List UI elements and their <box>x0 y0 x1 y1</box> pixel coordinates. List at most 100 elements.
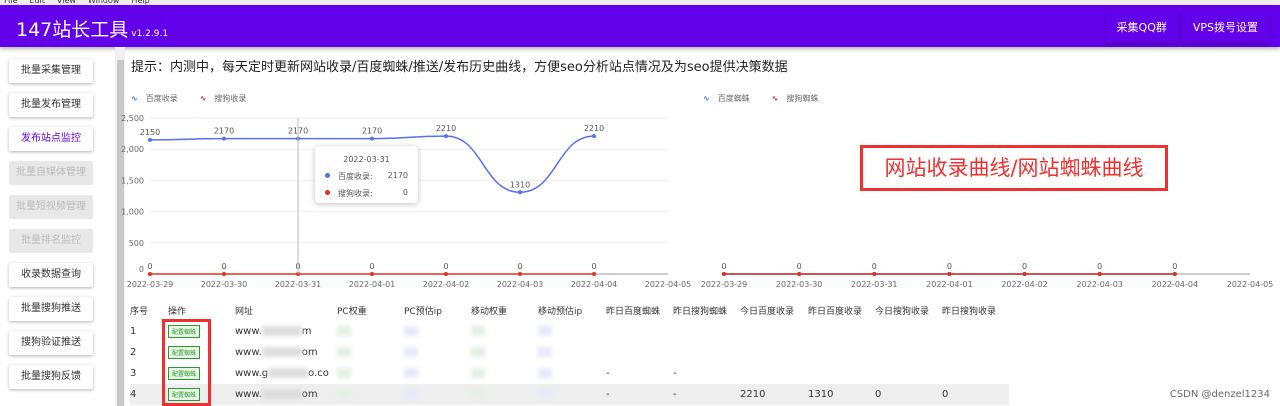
column-header[interactable]: 昨日搜狗蜘蛛 <box>673 307 728 317</box>
redacted <box>261 389 302 399</box>
data-point <box>222 136 226 141</box>
menu-window[interactable]: Window <box>87 0 120 5</box>
menu-help[interactable]: Help <box>131 0 150 5</box>
table-cell <box>606 342 673 363</box>
data-point <box>1172 272 1177 276</box>
sidebar-item[interactable]: 收录数据查询 <box>9 263 93 287</box>
data-label: 2210 <box>584 124 604 133</box>
table-cell <box>875 342 942 363</box>
configure-spider-button[interactable]: 配置蜘蛛 <box>168 346 201 359</box>
menu-bar: File Edit View Window Help <box>0 0 1280 5</box>
legend-item-sogou-index[interactable]: ∿ 搜狗收录 <box>199 94 247 103</box>
legend-chart1[interactable]: ∿ 百度收录 ∿ 搜狗收录 <box>131 93 246 104</box>
site-url[interactable]: www. om <box>235 384 337 405</box>
site-url[interactable]: www. om <box>235 347 318 358</box>
table-header: 序号 操作 网址 PC权重 PC预估ip 移动权重 移动预估ip 昨日百度蜘蛛 昨日搜狗蜘蛛 今日… <box>130 300 1009 321</box>
menu-edit[interactable]: Edit <box>29 0 45 5</box>
sidebar-item[interactable]: 批量搜狗反馈 <box>9 365 93 389</box>
column-header[interactable]: 移动权重 <box>471 307 508 317</box>
column-header[interactable]: PC预估ip <box>404 307 442 317</box>
hint-text: 提示：内测中，每天定时更新网站收录/百度蜘蛛/推送/发布历史曲线，方便seo分析… <box>131 60 788 75</box>
legend-item-baidu-spider[interactable]: ∿ 百度蜘蛛 <box>703 94 750 103</box>
data-label: 0 <box>947 262 952 271</box>
table-row[interactable]: 1 配置蜘蛛 www. m <box>130 321 1009 342</box>
data-label: 2150 <box>140 128 160 137</box>
app-version: v1.2.9.1 <box>131 29 169 39</box>
data-point <box>222 272 226 276</box>
table-cell <box>673 342 740 363</box>
table-cell <box>471 342 538 363</box>
configure-spider-button[interactable]: 配置蜘蛛 <box>168 367 201 380</box>
sidebar-item[interactable]: 批量采集管理 <box>9 59 93 83</box>
data-label: 0 <box>147 262 152 271</box>
site-url[interactable]: www.g o.co <box>235 368 329 379</box>
header-actions: 采集QQ群 VPS拨号设置 <box>1105 13 1269 43</box>
x-tick-label: 2022-04-05 <box>645 280 692 289</box>
x-tick-label: 2022-04-03 <box>1076 280 1123 289</box>
table-cell <box>942 363 1009 384</box>
table-cell: - <box>673 368 677 379</box>
data-label: 0 <box>1022 262 1027 271</box>
x-tick-label: 2022-03-31 <box>275 280 322 289</box>
legend-item-sogou-spider[interactable]: ∿ 搜狗蜘蛛 <box>771 94 819 103</box>
tooltip-date: 2022-03-31 <box>343 155 390 164</box>
row-number: 3 <box>130 368 137 379</box>
legend-item-baidu-index[interactable]: ∿ 百度收录 <box>131 94 178 103</box>
table-cell <box>337 384 404 405</box>
x-tick-label: 2022-04-02 <box>423 280 470 289</box>
data-label: 0 <box>1097 262 1102 271</box>
configure-spider-button[interactable]: 配置蜘蛛 <box>168 325 201 338</box>
table-cell <box>538 342 606 363</box>
table-row[interactable]: 4 配置蜘蛛 www. om - -2210 1310 0 0 <box>130 384 1009 405</box>
tooltip-row: 百度收录: 2170 <box>325 171 408 182</box>
table-row[interactable]: 3 配置蜘蛛 www.g o.co - - <box>130 363 1009 384</box>
column-header[interactable]: 昨日百度收录 <box>808 307 863 317</box>
column-header[interactable]: 移动预估ip <box>538 307 583 317</box>
table-cell: 2210 <box>740 384 808 405</box>
app-title: 147站长工具 v1.2.9.1 <box>16 15 168 42</box>
scrollbar-thumb[interactable] <box>117 60 124 406</box>
table-cell <box>808 363 875 384</box>
vps-dial-settings-button[interactable]: VPS拨号设置 <box>1181 13 1269 43</box>
sidebar-item[interactable]: 发布站点监控 <box>9 127 93 151</box>
table-cell <box>404 363 471 384</box>
data-label: 1310 <box>510 180 530 189</box>
y-tick-label: 500 <box>129 239 144 248</box>
highlight-box <box>162 319 211 406</box>
site-url[interactable]: www. m <box>235 326 312 337</box>
column-header[interactable]: 昨日搜狗收录 <box>942 307 997 317</box>
y-tick-label: 2,500 <box>121 114 144 123</box>
column-header[interactable]: 今日搜狗收录 <box>875 307 930 317</box>
sidebar-item[interactable]: 批量发布管理 <box>9 93 93 117</box>
table-cell <box>942 342 1009 363</box>
sidebar-item[interactable]: 批量搜狗推送 <box>9 297 93 321</box>
table-cell <box>740 363 808 384</box>
table-cell <box>404 384 471 405</box>
sidebar-item[interactable]: 搜狗验证推送 <box>9 331 93 355</box>
column-header[interactable]: 序号 <box>130 307 149 317</box>
data-point <box>722 272 726 276</box>
column-header[interactable]: 昨日百度蜘蛛 <box>606 307 661 317</box>
column-header[interactable]: 操作 <box>168 307 187 317</box>
data-point <box>592 272 596 276</box>
menu-file[interactable]: File <box>4 0 18 5</box>
data-label: 0 <box>443 262 448 271</box>
table-cell: 1310 <box>808 384 875 405</box>
configure-spider-button[interactable]: 配置蜘蛛 <box>168 388 201 401</box>
data-label: 0 <box>1172 262 1177 271</box>
menu-view[interactable]: View <box>56 0 76 5</box>
column-header[interactable]: 网址 <box>235 307 254 317</box>
table-cell <box>740 321 808 342</box>
app-header: 147站长工具 v1.2.9.1 采集QQ群 VPS拨号设置 <box>0 5 1280 47</box>
table-cell <box>538 321 606 342</box>
table-row[interactable]: 2 配置蜘蛛 www. om <box>130 342 1009 363</box>
data-point <box>148 137 152 142</box>
column-header[interactable]: 今日百度收录 <box>740 307 795 317</box>
legend-chart2[interactable]: ∿ 百度蜘蛛 ∿ 搜狗蜘蛛 <box>703 93 818 104</box>
y-tick-label: 1,500 <box>121 176 144 185</box>
data-label: 0 <box>517 262 522 271</box>
data-point <box>947 272 952 276</box>
qq-group-button[interactable]: 采集QQ群 <box>1105 13 1178 43</box>
column-header[interactable]: PC权重 <box>337 307 367 317</box>
